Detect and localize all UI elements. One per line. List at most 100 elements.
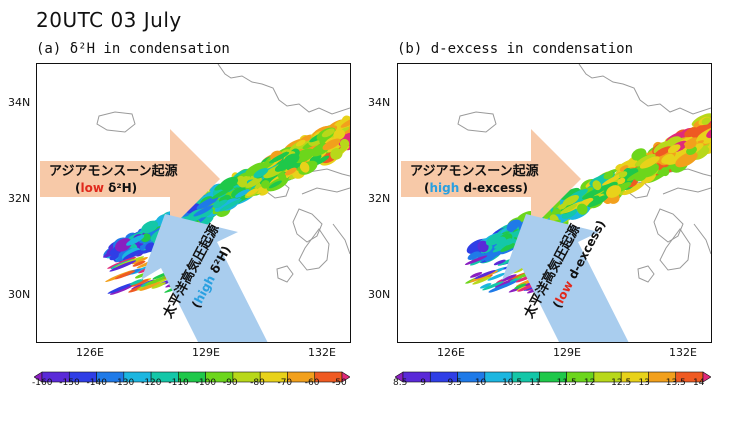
main-title: 20UTC 03 July xyxy=(36,8,182,32)
colorbar-tick-label: 12.5 xyxy=(611,378,632,388)
condensation-streak xyxy=(512,267,525,274)
colorbar-tick-label: 9.5 xyxy=(447,378,462,388)
condensation-cell xyxy=(495,236,507,246)
condensation-streak xyxy=(480,283,492,289)
colorbar-max-triangle xyxy=(341,371,350,383)
condensation-cell xyxy=(639,156,660,169)
colorbar-tick-label: -160 xyxy=(32,378,53,388)
condensation-cell xyxy=(690,123,711,138)
condensation-cell xyxy=(617,177,626,185)
panel-a-map-svg xyxy=(40,64,350,342)
paren: ( xyxy=(424,181,430,195)
panel-a-map: アジアモンスーン起源 (low δ²H) 太平洋高気圧起源 (high δ²H) xyxy=(36,63,351,343)
condensation-cell xyxy=(141,220,159,234)
condensation-cell xyxy=(618,171,628,178)
condensation-cell xyxy=(592,180,602,191)
colorbar-tick-label: -130 xyxy=(113,378,135,388)
colorbar-max-triangle xyxy=(702,371,711,383)
condensation-streak xyxy=(487,272,506,281)
condensation-cell xyxy=(701,117,711,125)
condensation-cell xyxy=(109,253,120,261)
condensation-cell xyxy=(321,128,335,138)
condensation-cell xyxy=(661,153,675,164)
condensation-cell xyxy=(560,187,580,200)
condensation-cell xyxy=(467,251,481,260)
condensation-streak xyxy=(494,278,516,288)
condensation-cell xyxy=(196,196,219,210)
condensation-cell xyxy=(576,203,588,215)
condensation-cell xyxy=(295,139,306,147)
pacific-high-arrow-shape xyxy=(141,214,268,342)
condensation-cell xyxy=(477,240,489,253)
condensation-cell xyxy=(562,194,579,206)
condensation-streak xyxy=(464,255,488,265)
colorbar-tick-label: -100 xyxy=(195,378,217,388)
condensation-cell xyxy=(684,127,699,138)
condensation-cell xyxy=(485,233,504,246)
panel-a-lon-132: 132E xyxy=(308,346,336,359)
condensation-streak xyxy=(144,276,167,286)
condensation-cell xyxy=(219,176,239,191)
panel-a-orange-label-1: アジアモンスーン起源 xyxy=(49,164,178,179)
condensation-streak xyxy=(131,279,149,287)
condensation-cell xyxy=(683,137,698,146)
colorbar-tick-label: -120 xyxy=(141,378,162,388)
panel-b-orange-label-1: アジアモンスーン起源 xyxy=(410,164,539,179)
panel-b-lat-30: 30N xyxy=(368,288,391,301)
panel-b-lat-32: 32N xyxy=(368,192,391,205)
condensation-cell xyxy=(483,252,496,262)
condensation-cell xyxy=(631,148,647,161)
panel-a-lat-30: 30N xyxy=(8,288,31,301)
panel-a-lon-126: 126E xyxy=(76,346,104,359)
colorbar-tick-label: -110 xyxy=(168,378,189,388)
condensation-cell xyxy=(660,167,670,177)
condensation-streak xyxy=(514,283,527,290)
colorbar-tick-label: -90 xyxy=(222,378,238,388)
condensation-cell xyxy=(654,146,672,157)
condensation-cell xyxy=(245,162,267,177)
condensation-streak xyxy=(139,281,161,291)
condensation-cell xyxy=(322,138,341,151)
colorbar-tick-label: 11 xyxy=(529,378,541,388)
condensation-cell xyxy=(340,117,350,128)
colorbar-tick-label: 14 xyxy=(693,378,705,388)
condensation-streak xyxy=(109,284,134,295)
condensation-cell xyxy=(245,177,262,188)
condensation-cell xyxy=(219,199,242,212)
condensation-cell xyxy=(283,153,300,167)
condensation-cell xyxy=(675,151,698,168)
panel-b-orange-label-2: (high d-excess) xyxy=(424,181,528,195)
condensation-streak xyxy=(472,276,492,285)
condensation-cell xyxy=(626,169,648,182)
colorbar-tick-label: -140 xyxy=(86,378,107,388)
condensation-cell xyxy=(122,249,142,261)
colorbar-tick-label: 13.5 xyxy=(665,378,686,388)
panel-b-lon-126: 126E xyxy=(437,346,465,359)
colorbar-tick-label: 8.5 xyxy=(393,378,408,388)
condensation-cell xyxy=(667,144,681,154)
panel-b-lon-129: 129E xyxy=(553,346,581,359)
condensation-cell xyxy=(561,208,578,219)
colorbar-tick-label: -50 xyxy=(332,378,347,388)
pacific-high-arrow-shape xyxy=(502,214,629,342)
colorbar-tick-label: 10.5 xyxy=(502,378,523,388)
condensation-cell xyxy=(115,238,132,252)
condensation-cell xyxy=(333,129,346,140)
condensation-cell xyxy=(193,205,214,217)
panel-a-title: (a) δ²H in condensation xyxy=(36,41,230,57)
condensation-cell xyxy=(261,180,270,189)
condensation-cell xyxy=(606,185,622,198)
colorbar-tick-label: 11.5 xyxy=(556,378,577,388)
condensation-streak xyxy=(501,274,517,282)
colorbar-tick-label: -80 xyxy=(250,378,265,388)
condensation-cell xyxy=(327,143,343,153)
condensation-streak xyxy=(132,260,146,267)
condensation-cell xyxy=(706,125,711,139)
condensation-cell xyxy=(339,138,350,149)
condensation-cell xyxy=(622,182,645,196)
colorbar-tick-label: -60 xyxy=(304,378,320,388)
condensation-cell xyxy=(284,167,297,176)
paren: ( xyxy=(75,181,81,195)
panel-b-colorbar xyxy=(395,371,711,383)
panel-a-lat-32: 32N xyxy=(8,192,31,205)
